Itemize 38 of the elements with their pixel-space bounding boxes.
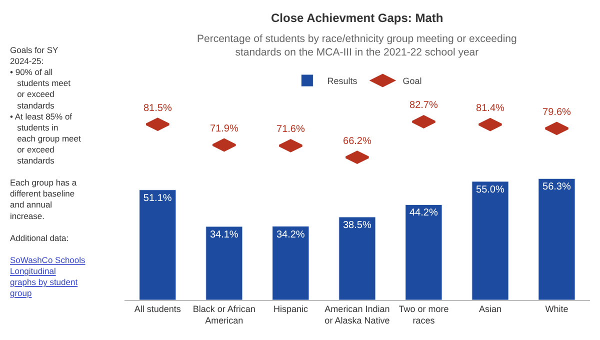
- data-label: 51.1%: [143, 192, 172, 204]
- data-label: 82.7%: [410, 100, 438, 112]
- x-tick-label: Hispanic: [273, 304, 308, 314]
- data-label: 71.6%: [276, 124, 305, 136]
- data-label: 34.2%: [276, 229, 305, 240]
- x-tick-label: All students: [134, 304, 182, 314]
- chart-subtitle: Percentage of students by race/ethnicity group meeting or exceeding standards on the MCA-III in the 2021-22 school year: [197, 33, 518, 59]
- bar: [206, 226, 243, 300]
- data-label: 81.5%: [143, 102, 172, 114]
- text: • At least 85% of students in each group meet or exceed standards: [10, 111, 82, 166]
- x-tick-label: Asian: [478, 304, 502, 314]
- bar: [338, 216, 376, 300]
- x-tick-label: American Indian or Alaska Native: [324, 304, 390, 326]
- legend-label: Goal: [402, 76, 422, 86]
- text: Each group has a different baseline and annual increase.: [10, 178, 77, 221]
- data-label: 79.6%: [542, 106, 572, 118]
- data-label: 81.4%: [476, 103, 505, 114]
- x-tick-label: White: [545, 304, 568, 314]
- bar: [139, 190, 176, 300]
- bar: [538, 178, 576, 300]
- text: • 90% of all students meet or exceed standards: [10, 67, 72, 110]
- data-label: 34.1%: [210, 230, 238, 240]
- text: Goals for SY 2024-25:: [10, 45, 59, 66]
- x-tick-label: Black or African American: [192, 304, 256, 326]
- data-label: 66.2%: [343, 136, 372, 147]
- text: SoWashCo Schools Longitudinal graphs by student group: [10, 254, 86, 298]
- data-label: 71.9%: [210, 124, 238, 135]
- x-tick-label: Two or more races: [398, 304, 449, 326]
- data-label: 44.2%: [409, 208, 438, 219]
- bar: [472, 181, 509, 300]
- text: Additional data:: [10, 232, 69, 243]
- data-label: 38.5%: [342, 220, 372, 232]
- legend-label: Results: [327, 76, 358, 86]
- bar: [405, 204, 442, 300]
- data-label: 55.0%: [476, 184, 504, 196]
- chart-title: Close Achievment Gaps: Math: [271, 11, 444, 25]
- data-label: 56.3%: [542, 182, 571, 193]
- bar: [272, 226, 310, 300]
